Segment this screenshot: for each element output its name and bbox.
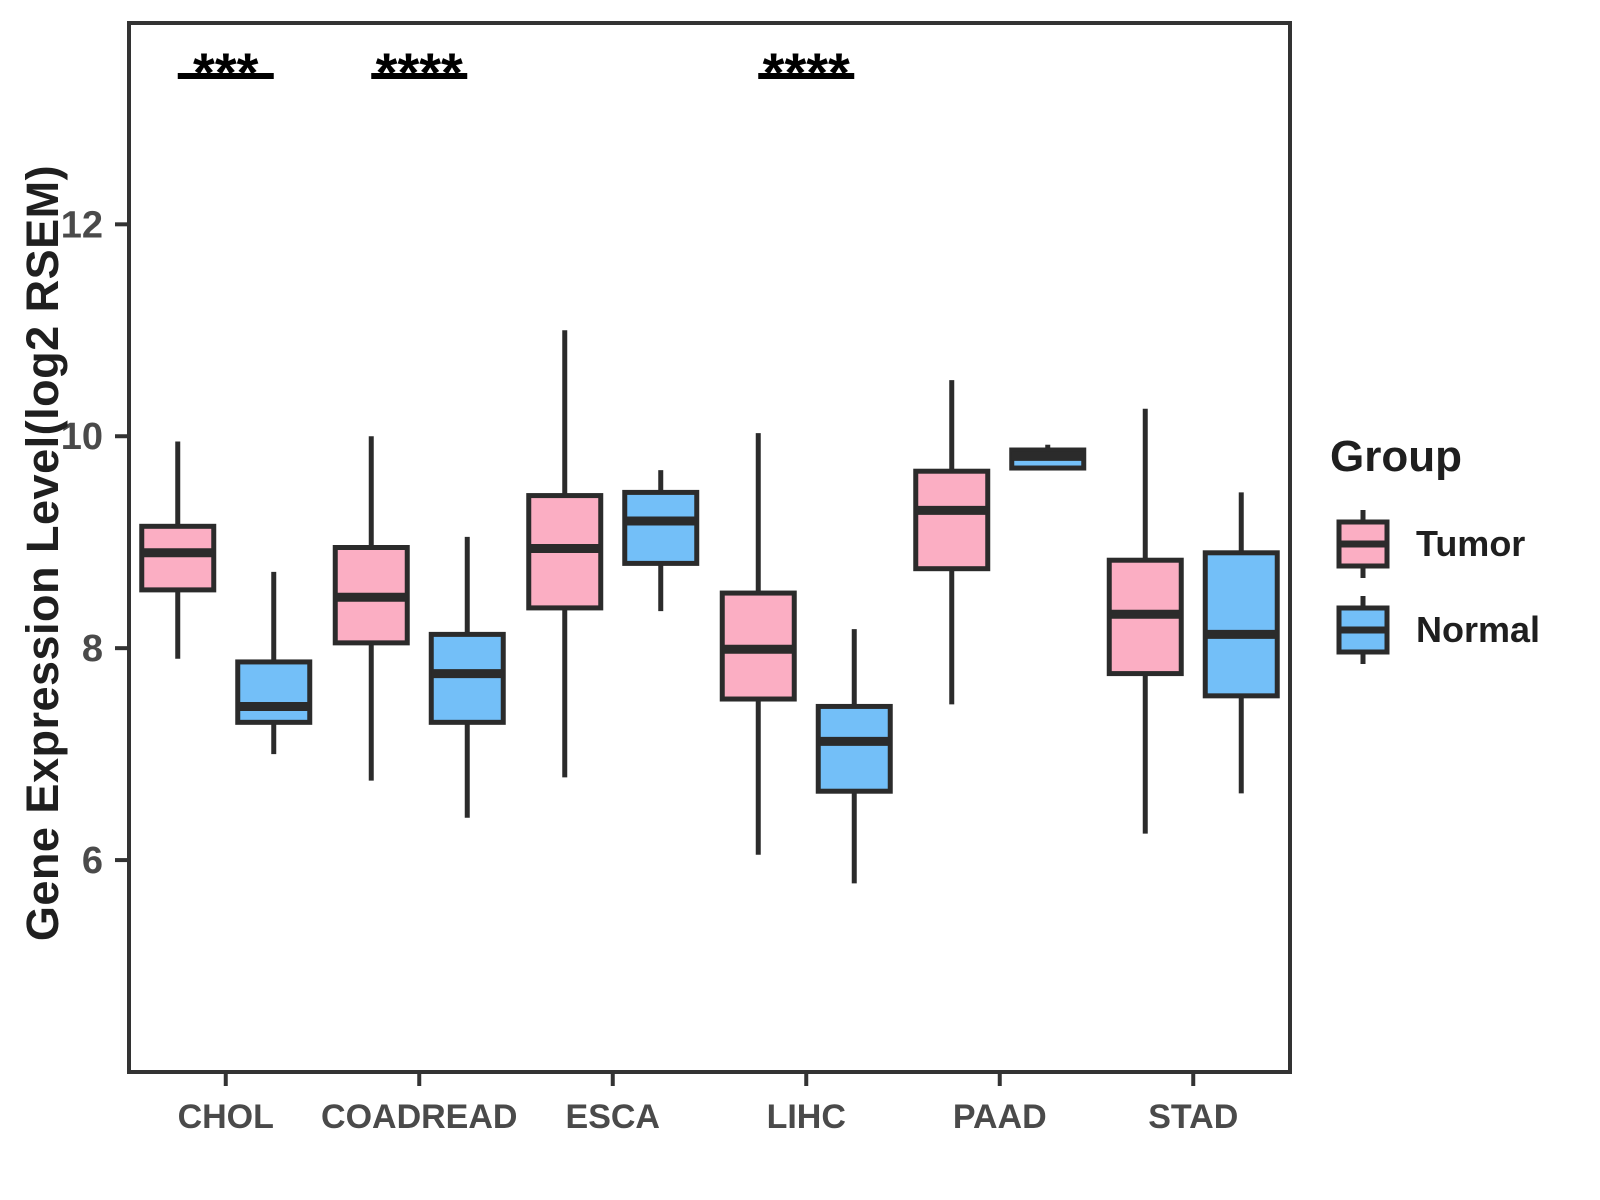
- x-tick-label-STAD: STAD: [1148, 1098, 1238, 1136]
- legend: Group Tumor Normal: [1330, 432, 1540, 680]
- tumor-boxplot-icon: [1336, 510, 1390, 578]
- normal-boxplot-icon: [1336, 596, 1390, 664]
- legend-item-label: Tumor: [1416, 523, 1526, 564]
- y-tick-label-12: 12: [61, 204, 103, 246]
- box-CHOL-Normal-iqr: [235, 659, 313, 725]
- box-COADREAD-Normal-iqr: [428, 631, 506, 725]
- x-tick-label-PAAD: PAAD: [953, 1098, 1047, 1136]
- significance-stars-COADREAD: ****: [376, 41, 463, 104]
- panel-border: [127, 21, 1292, 1074]
- legend-title: Group: [1330, 432, 1462, 481]
- y-tick-label-6: 6: [82, 840, 103, 882]
- significance-stars-LIHC: ****: [763, 41, 850, 104]
- y-axis-title: Gene Expression Level(log2 RSEM): [17, 164, 68, 942]
- y-tick-label-10: 10: [61, 416, 103, 458]
- x-tick-label-CHOL: CHOL: [178, 1098, 274, 1136]
- box-ESCA-Normal-iqr: [622, 489, 700, 566]
- legend-item-tumor: Tumor: [1330, 508, 1540, 580]
- legend-item-label: Normal: [1416, 609, 1541, 650]
- y-tick-label-8: 8: [82, 628, 103, 670]
- legend-item-normal: Normal: [1330, 594, 1540, 666]
- x-tick-label-ESCA: ESCA: [566, 1098, 660, 1136]
- box-CHOL-Tumor-iqr: [139, 523, 217, 593]
- box-LIHC-Normal-iqr: [815, 703, 893, 794]
- significance-stars-CHOL: ***: [193, 41, 259, 104]
- box-PAAD-Tumor-iqr: [913, 468, 991, 572]
- x-tick-label-COADREAD: COADREAD: [321, 1098, 517, 1136]
- box-STAD-Normal-iqr: [1202, 550, 1280, 699]
- x-tick-label-LIHC: LIHC: [767, 1098, 846, 1136]
